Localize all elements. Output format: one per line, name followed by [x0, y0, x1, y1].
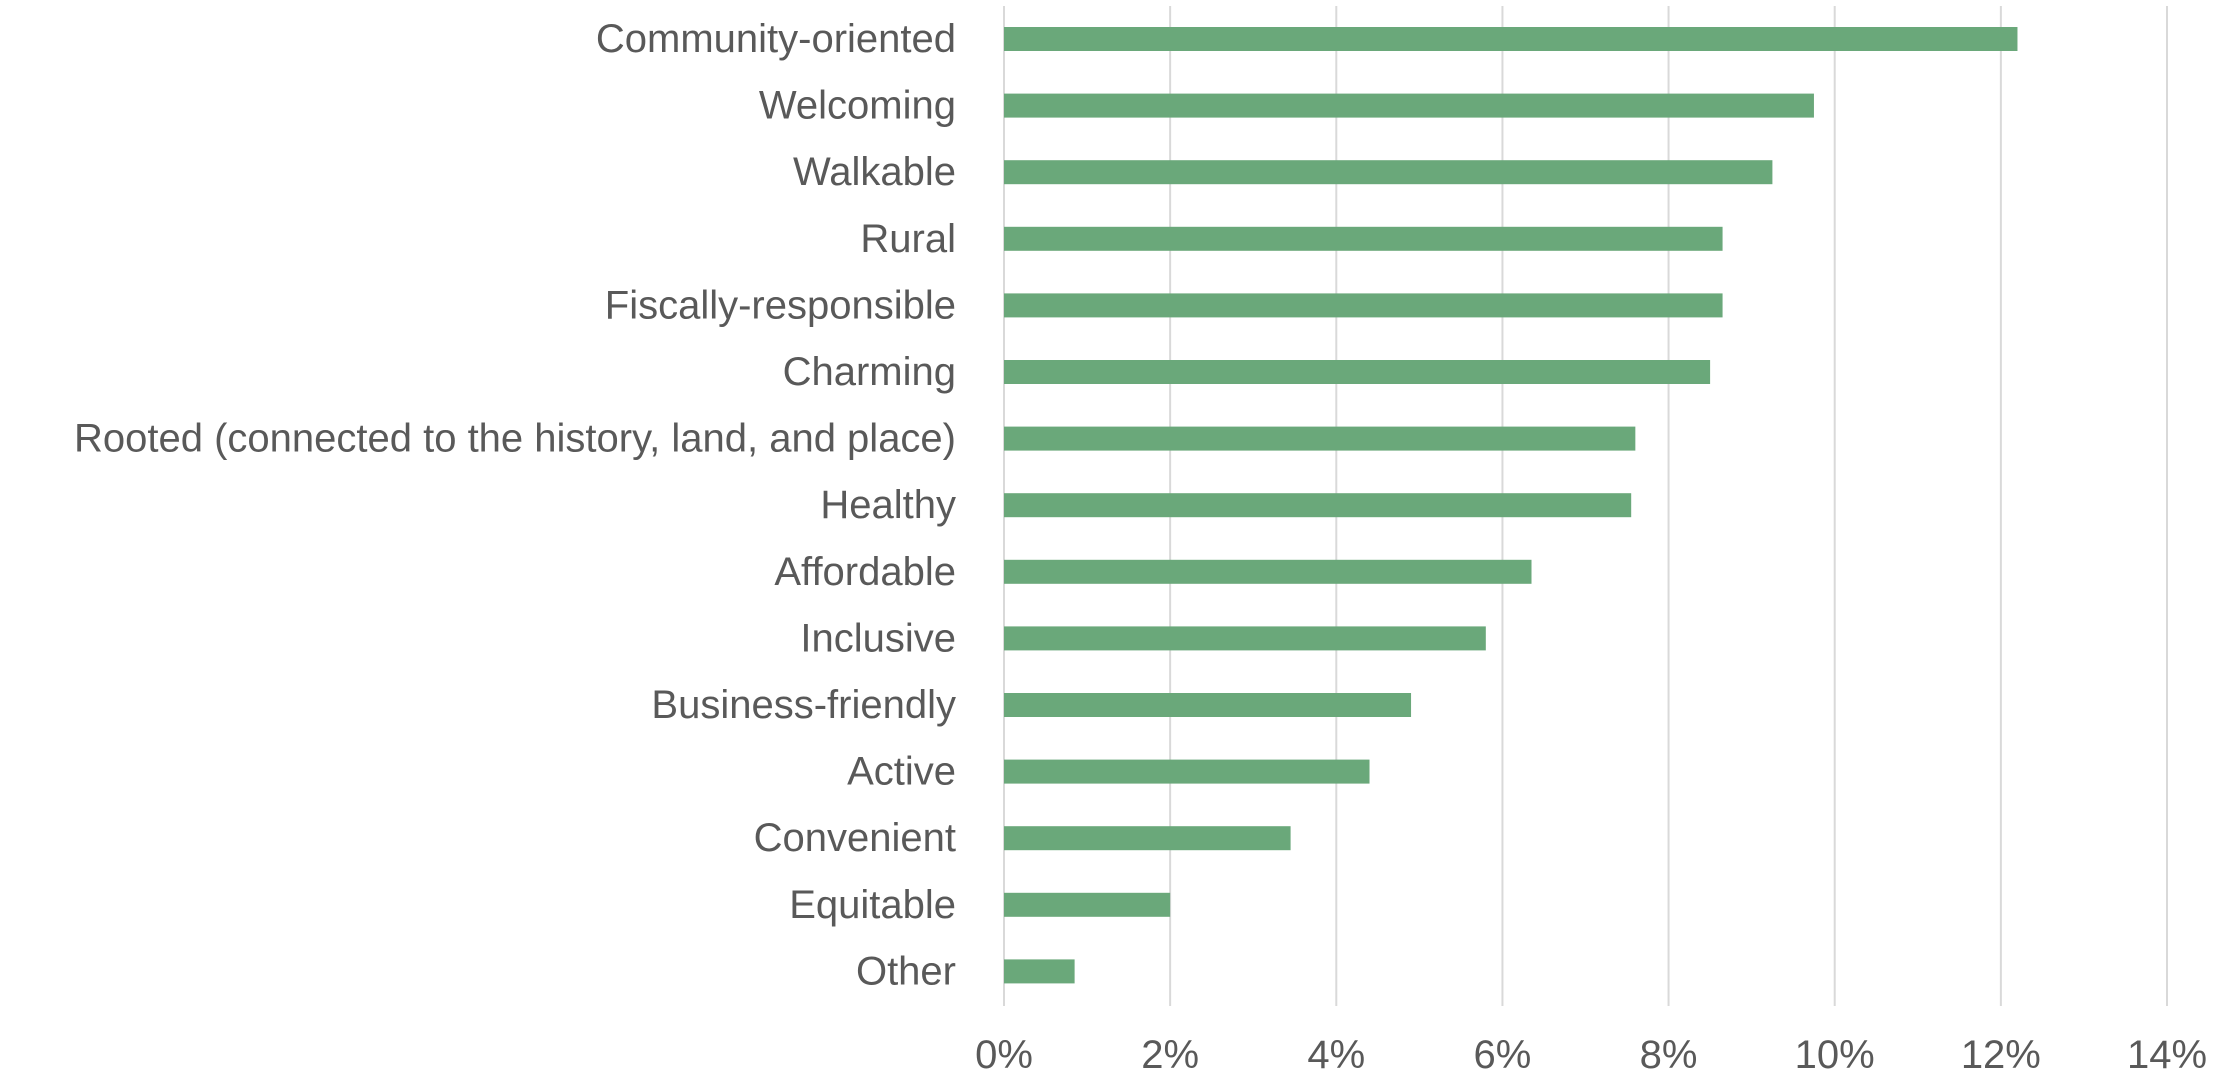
- category-label: Equitable: [789, 883, 956, 927]
- bar: [1004, 93, 1814, 118]
- bars: [1004, 27, 2018, 984]
- x-tick-label: 6%: [1474, 1033, 1532, 1077]
- category-label: Healthy: [820, 483, 956, 527]
- x-axis-tick-labels: 0% 2% 4% 6% 8% 10% 12% 14%: [975, 1033, 2207, 1077]
- category-label: Active: [847, 750, 956, 794]
- bar: [1004, 160, 1773, 185]
- bar: [1004, 226, 1723, 251]
- bar: [1004, 826, 1291, 851]
- bar: [1004, 693, 1412, 717]
- category-label: Fiscally-responsible: [605, 283, 956, 327]
- category-label: Rooted (connected to the history, land, …: [74, 417, 956, 461]
- x-tick-label: 14%: [2127, 1033, 2207, 1077]
- category-label: Other: [856, 949, 956, 993]
- x-tick-label: 8%: [1640, 1033, 1698, 1077]
- bar: [1004, 426, 1636, 451]
- category-label: Business-friendly: [651, 683, 956, 727]
- bar: [1004, 293, 1723, 318]
- bar: [1004, 626, 1486, 651]
- bar: [1004, 493, 1632, 518]
- category-label: Rural: [860, 217, 956, 261]
- x-tick-label: 2%: [1141, 1033, 1199, 1077]
- x-tick-label: 12%: [1961, 1033, 2041, 1077]
- x-tick-label: 4%: [1307, 1033, 1365, 1077]
- category-label: Welcoming: [759, 84, 956, 128]
- category-label: Inclusive: [800, 616, 956, 660]
- x-tick-label: 10%: [1795, 1033, 1875, 1077]
- category-label: Charming: [783, 350, 956, 394]
- bar: [1004, 892, 1171, 917]
- category-labels: Community-oriented Welcoming Walkable Rural…: [74, 17, 956, 993]
- category-label: Walkable: [793, 150, 956, 194]
- bar: [1004, 559, 1532, 584]
- category-label: Community-oriented: [596, 17, 956, 61]
- x-tick-label: 0%: [975, 1033, 1033, 1077]
- bar: [1004, 360, 1711, 384]
- category-label: Affordable: [774, 550, 956, 594]
- category-label: Convenient: [754, 816, 956, 860]
- bar: [1004, 759, 1370, 784]
- bar: [1004, 959, 1075, 984]
- bar: [1004, 27, 2018, 51]
